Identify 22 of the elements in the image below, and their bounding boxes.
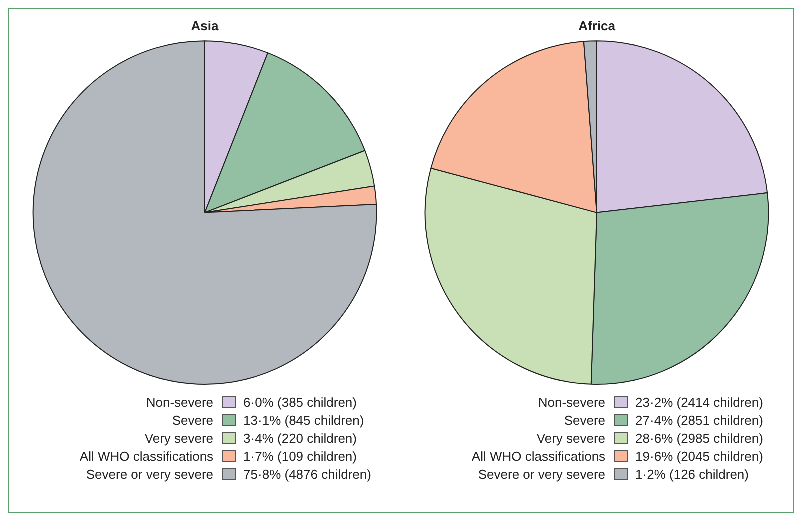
legend-label: Severe or very severe: [85, 466, 215, 482]
legend-label: Non-severe: [145, 394, 215, 410]
data-label: 23·2% (2414 children): [636, 394, 764, 410]
data-label: 28·6% (2985 children): [636, 430, 764, 446]
legend-label: Severe or very severe: [477, 466, 607, 482]
legend-label: Severe: [171, 412, 215, 428]
chart-title: Asia: [191, 18, 220, 34]
data-label: 1·2% (126 children): [636, 466, 749, 482]
legend-label: Non-severe: [537, 394, 607, 410]
legend-label: Severe: [563, 412, 607, 428]
data-label: 1·7% (109 children): [244, 448, 357, 464]
data-label: 75·8% (4876 children): [244, 466, 372, 482]
legend-label: Very severe: [144, 430, 215, 446]
data-label: 13·1% (845 children): [244, 412, 364, 428]
legend-label: All WHO classifications: [78, 448, 215, 464]
chart-title: Africa: [578, 18, 616, 34]
data-label: 27·4% (2851 children): [636, 412, 764, 428]
data-label: 6·0% (385 children): [244, 394, 357, 410]
data-label: 3·4% (220 children): [244, 430, 357, 446]
legend-label: Very severe: [536, 430, 607, 446]
data-label: 19·6% (2045 children): [636, 448, 764, 464]
legend-label: All WHO classifications: [470, 448, 607, 464]
